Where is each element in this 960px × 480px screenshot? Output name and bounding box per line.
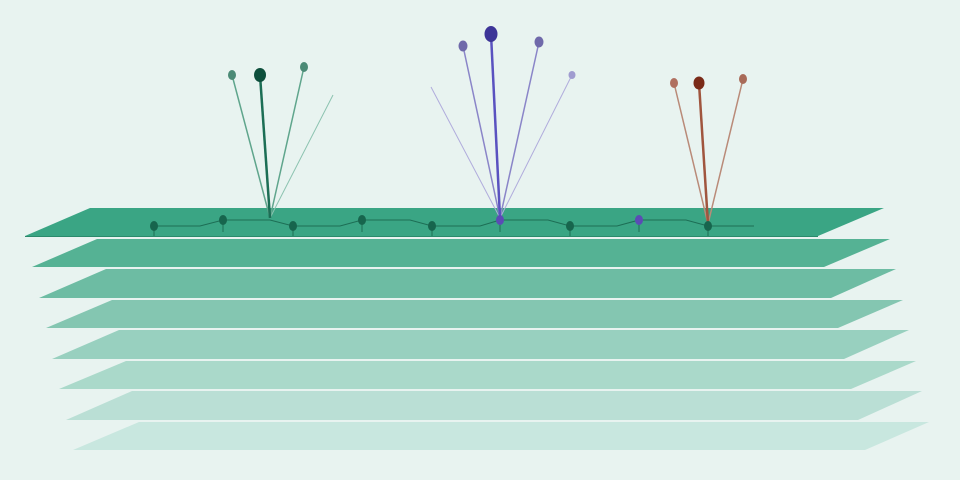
layer <box>59 361 916 389</box>
node <box>428 221 436 231</box>
node <box>704 221 712 231</box>
fan-line <box>462 45 501 219</box>
fan-line <box>430 86 501 219</box>
fan-line <box>258 74 272 219</box>
node <box>358 215 366 225</box>
node <box>219 215 227 225</box>
node <box>635 215 643 225</box>
nodes <box>150 215 712 231</box>
layer <box>46 300 903 328</box>
layer <box>25 208 884 236</box>
node <box>496 215 504 225</box>
fan-line <box>673 82 709 225</box>
pin-head <box>300 62 308 72</box>
fan-line <box>697 82 710 225</box>
node <box>289 221 297 231</box>
pin-head <box>739 74 747 84</box>
layer <box>32 239 890 267</box>
pin-head <box>693 76 705 90</box>
node <box>150 221 158 231</box>
layer <box>73 422 929 450</box>
pin-head <box>228 70 236 80</box>
fan-line <box>707 78 744 225</box>
fan-line <box>489 33 502 219</box>
fan-line <box>269 94 334 219</box>
layer <box>52 330 909 359</box>
layer <box>39 269 896 298</box>
track <box>154 219 754 227</box>
pin-head <box>568 71 576 79</box>
fan-line <box>231 74 271 219</box>
pin-head <box>254 68 266 82</box>
node <box>566 221 574 231</box>
pin-head <box>484 26 498 42</box>
fan-line <box>499 74 573 219</box>
pin-head <box>534 36 544 48</box>
layer <box>66 391 922 420</box>
pin-head <box>458 40 468 52</box>
pin-head <box>670 78 678 88</box>
fan-line <box>499 41 540 219</box>
fan-line <box>269 66 305 219</box>
